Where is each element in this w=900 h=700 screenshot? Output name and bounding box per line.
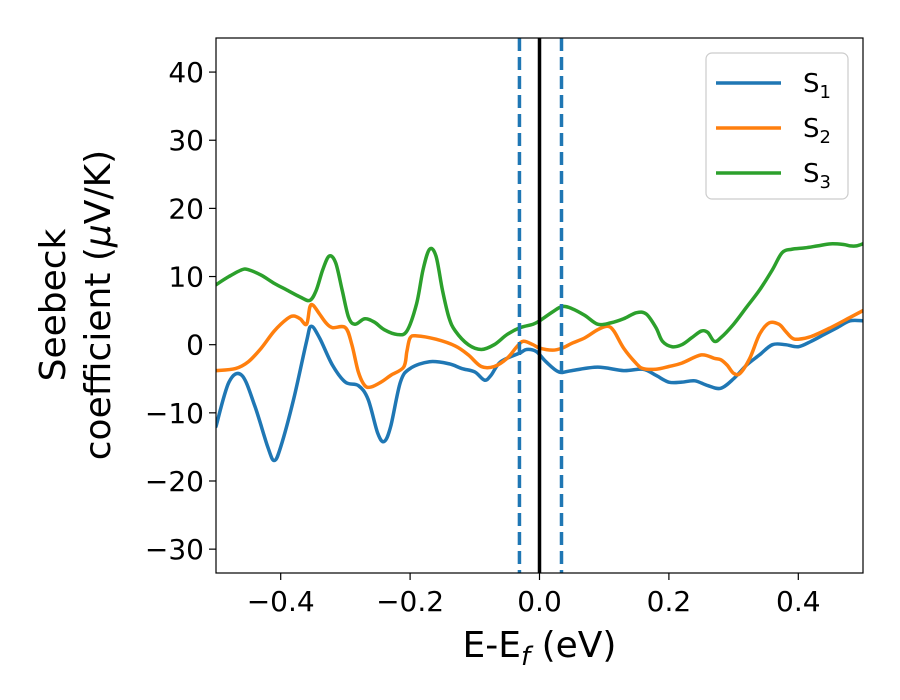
legend: S1 S2 S3 [705, 52, 849, 200]
reference-lines [517, 38, 564, 573]
legend-box [705, 52, 849, 200]
x-tick-label: −0.2 [376, 585, 444, 618]
y-tick-label: −20 [145, 465, 204, 498]
y-axis-title-line2: coefficient (μV/K) [78, 150, 119, 460]
y-axis: −30 −20 −10 0 10 20 30 40 [145, 56, 216, 566]
y-tick-label: −30 [145, 533, 204, 566]
y-tick-label: −10 [145, 397, 204, 430]
x-tick-label: 0.4 [776, 585, 821, 618]
legend-label-s3: S3 [803, 159, 831, 193]
x-tick-label: 0.2 [647, 585, 692, 618]
y-tick-label: 40 [168, 56, 204, 89]
legend-label-s2: S2 [803, 114, 831, 148]
y-axis-title: Seebeck coefficient (μV/K) [33, 150, 119, 460]
x-tick-label: −0.4 [247, 585, 315, 618]
series-lines [216, 242, 863, 463]
y-tick-label: 20 [168, 192, 204, 225]
y-tick-label: 10 [168, 261, 204, 294]
x-axis: −0.4 −0.2 0.0 0.2 0.4 [247, 573, 821, 618]
y-axis-title-line1: Seebeck [33, 228, 74, 381]
y-tick-label: 0 [186, 329, 204, 362]
series-line-s3 [216, 242, 863, 352]
y-tick-label: 30 [168, 124, 204, 157]
x-axis-title: E-Ef (eV) [463, 625, 617, 672]
x-tick-label: 0.0 [517, 585, 562, 618]
series-line-s2 [216, 302, 863, 390]
legend-label-s1: S1 [803, 69, 831, 103]
